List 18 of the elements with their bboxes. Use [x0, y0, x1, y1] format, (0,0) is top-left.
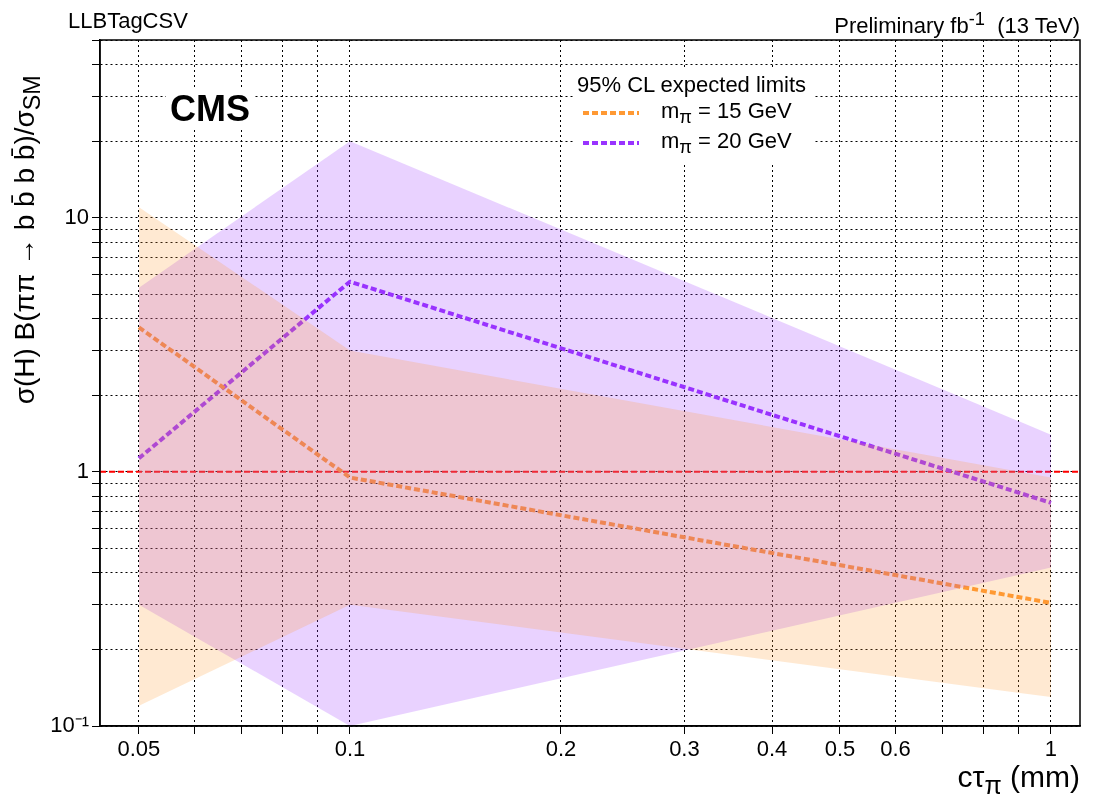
legend-label: m$_{π}$ = 15 GeV: [661, 97, 792, 129]
legend-label: m$_{π}$ = 20 GeV: [661, 127, 792, 159]
x-tick-label: 0.3: [669, 736, 700, 762]
y-tick-label: 10⁻¹: [50, 712, 89, 738]
y-tick-label: 1: [76, 457, 89, 483]
annotation: CMS: [166, 88, 254, 130]
x-tick-label: 0.2: [545, 736, 577, 762]
chart-title: LLBTagCSV: [68, 8, 188, 34]
x-tick-label: 1: [1044, 736, 1058, 762]
x-tick-label: 0.6: [880, 736, 911, 762]
x-tick-label: 0.1: [334, 736, 366, 762]
x-tick-label: 0.5: [824, 736, 856, 762]
x-axis-title: cτ$_{π}$ (mm): [957, 760, 1080, 800]
y-tick-label: 10: [64, 203, 89, 229]
legend-title: 95% CL expected limits: [577, 72, 807, 98]
x-tick-label: 0.4: [756, 736, 788, 762]
x-tick-label: 0.05: [117, 736, 161, 762]
chart-subtitle: Preliminary fb$^{-1}$ (13 TeV): [834, 8, 1080, 40]
